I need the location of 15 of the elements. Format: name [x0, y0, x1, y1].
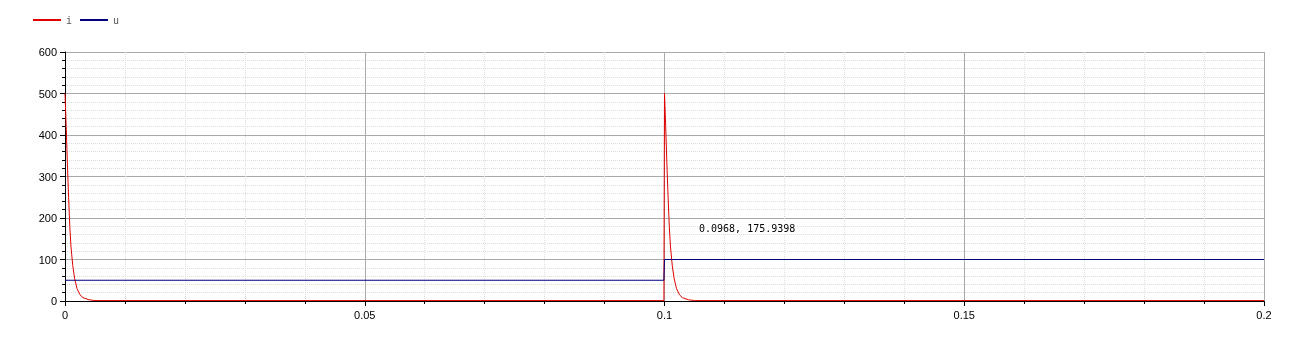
x-tick-label: 0: [61, 308, 69, 321]
y-tick-label: 0: [50, 295, 57, 307]
y-tick-label: 600: [38, 46, 57, 58]
y-tick-label: 400: [38, 129, 57, 141]
y-tick-label: 200: [38, 212, 57, 224]
y-tick-label: 300: [38, 170, 57, 183]
x-tick-label: 0.05: [354, 308, 376, 321]
y-tick-label: 500: [38, 87, 57, 100]
annotation: 0.0968, 175.9398: [699, 222, 796, 234]
legend-label: u: [113, 14, 120, 26]
x-tick-label: 0.15: [953, 308, 975, 321]
x-tick-label: 0.1: [656, 308, 673, 321]
y-tick-label: 100: [38, 253, 57, 266]
x-tick-label: 0.2: [1256, 308, 1272, 321]
legend-label: i: [66, 14, 73, 26]
